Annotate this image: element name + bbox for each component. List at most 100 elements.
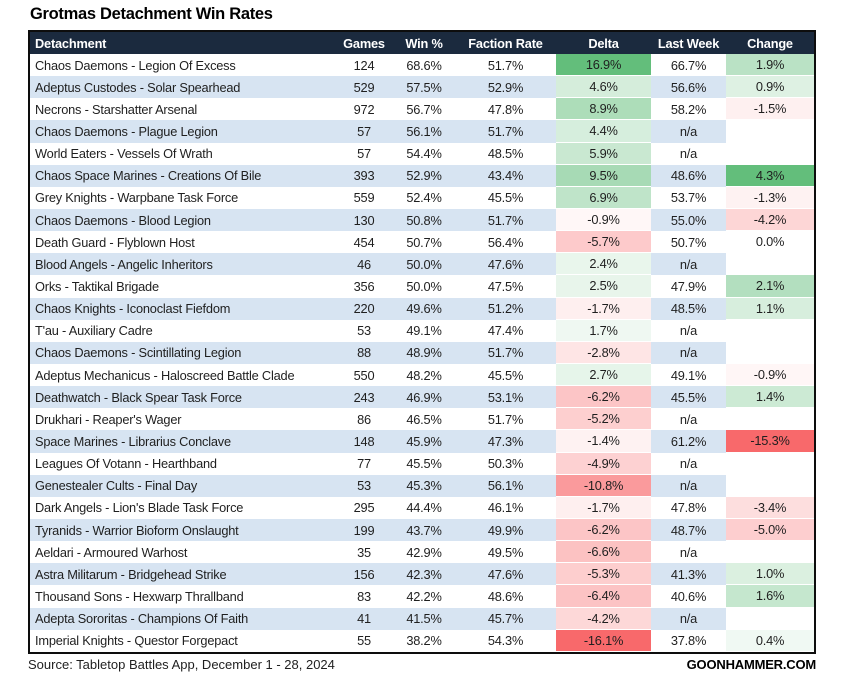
table-row: Chaos Daemons - Scintillating Legion 88 48… bbox=[30, 341, 814, 364]
faction-rate-cell: 49.9% bbox=[455, 518, 556, 542]
delta-cell: -6.6% bbox=[556, 541, 651, 564]
delta-cell: 9.5% bbox=[556, 164, 651, 187]
table-row: T'au - Auxiliary Cadre 53 49.1% 47.4% 1.7% n/… bbox=[30, 319, 814, 342]
faction-rate-cell: 47.3% bbox=[455, 430, 556, 453]
detachment-cell: T'au - Auxiliary Cadre bbox=[35, 323, 153, 339]
last-week-cell: 58.2% bbox=[670, 101, 707, 117]
change-cell: 0.0% bbox=[726, 231, 814, 254]
detachment-cell: Chaos Daemons - Legion Of Excess bbox=[35, 57, 236, 73]
win-pct-cell: 41.5% bbox=[393, 607, 455, 630]
games-cell: 130 bbox=[335, 208, 393, 232]
faction-rate-cell: 51.7% bbox=[487, 411, 524, 427]
change-cell: -15.3% bbox=[726, 430, 814, 453]
last-week-cell: n/a bbox=[651, 120, 726, 143]
games-cell: 243 bbox=[335, 386, 393, 409]
change-cell bbox=[726, 142, 814, 165]
delta-cell: -2.8% bbox=[556, 341, 651, 364]
change-cell bbox=[726, 341, 814, 364]
table-row: Aeldari - Armoured Warhost 35 42.9% 49.5% -6… bbox=[30, 541, 814, 564]
detachment-cell: World Eaters - Vessels Of Wrath bbox=[35, 146, 213, 162]
table-row: Space Marines - Librarius Conclave 148 45.… bbox=[30, 430, 814, 453]
last-week-cell: n/a bbox=[679, 456, 698, 472]
faction-rate-cell: 47.5% bbox=[487, 278, 524, 294]
change-cell: 0.4% bbox=[726, 629, 814, 652]
games-cell: 199 bbox=[335, 518, 393, 542]
win-pct-cell: 52.9% bbox=[393, 164, 455, 187]
last-week-cell: n/a bbox=[651, 607, 726, 630]
change-cell: 1.4% bbox=[726, 386, 814, 409]
delta-cell: -10.8% bbox=[556, 474, 651, 497]
last-week-cell: 66.7% bbox=[670, 57, 707, 73]
faction-rate-cell: 51.2% bbox=[455, 297, 556, 320]
table-row: Astra Militarum - Bridgehead Strike 156 42… bbox=[30, 563, 814, 586]
table-row: Adeptus Mechanicus - Haloscreed Battle C… bbox=[30, 363, 814, 387]
last-week-cell: n/a bbox=[679, 323, 698, 339]
last-week-cell: n/a bbox=[651, 341, 726, 364]
games-cell: 86 bbox=[357, 411, 371, 427]
games-cell: 356 bbox=[353, 278, 375, 294]
win-pct-cell: 48.9% bbox=[393, 341, 455, 364]
detachment-cell: Necrons - Starshatter Arsenal bbox=[35, 101, 198, 117]
faction-rate-cell: 51.7% bbox=[487, 57, 524, 73]
delta-cell: 16.9% bbox=[556, 54, 651, 77]
last-week-cell: n/a bbox=[651, 474, 726, 497]
table-row: Tyranids - Warrior Bioform Onslaught 199 4… bbox=[30, 518, 814, 542]
delta-cell: -16.1% bbox=[556, 629, 651, 652]
change-cell: 0.9% bbox=[726, 76, 814, 99]
delta-cell: -4.9% bbox=[556, 452, 651, 475]
games-cell: 35 bbox=[357, 544, 371, 560]
detachment-cell: Orks - Taktikal Brigade bbox=[35, 278, 159, 294]
detachment-cell: Astra Militarum - Bridgehead Strike bbox=[30, 563, 335, 586]
table-row: Adepta Sororitas - Champions Of Faith 41 4… bbox=[30, 607, 814, 630]
games-cell: 53 bbox=[357, 323, 371, 339]
last-week-cell: 61.2% bbox=[651, 430, 726, 453]
win-pct-cell: 50.8% bbox=[393, 208, 455, 232]
last-week-cell: 55.0% bbox=[651, 208, 726, 232]
faction-rate-cell: 46.1% bbox=[487, 500, 524, 516]
win-pct-cell: 56.1% bbox=[393, 120, 455, 143]
change-cell: 2.1% bbox=[726, 275, 814, 298]
col-header-delta: Delta bbox=[588, 35, 619, 51]
change-cell bbox=[726, 452, 814, 475]
change-cell bbox=[726, 541, 814, 564]
col-header-detachment: Detachment bbox=[35, 35, 107, 51]
change-cell: -5.0% bbox=[726, 518, 814, 542]
table-row: Chaos Knights - Iconoclast Fiefdom 220 49.… bbox=[30, 297, 814, 320]
detachment-cell: Drukhari - Reaper's Wager bbox=[35, 411, 182, 427]
faction-rate-cell: 47.6% bbox=[455, 563, 556, 586]
win-pct-cell: 42.2% bbox=[406, 588, 442, 604]
faction-rate-cell: 48.6% bbox=[487, 588, 524, 604]
delta-cell: 4.4% bbox=[556, 120, 651, 143]
last-week-cell: 47.9% bbox=[670, 278, 707, 294]
detachment-cell: Adepta Sororitas - Champions Of Faith bbox=[30, 607, 335, 630]
last-week-cell: 40.6% bbox=[670, 588, 707, 604]
win-pct-cell: 49.6% bbox=[393, 297, 455, 320]
faction-rate-cell: 54.3% bbox=[487, 633, 524, 649]
last-week-cell: 50.7% bbox=[670, 234, 707, 250]
detachment-cell: Chaos Knights - Iconoclast Fiefdom bbox=[30, 297, 335, 320]
change-cell bbox=[726, 319, 814, 342]
table-row: Necrons - Starshatter Arsenal 972 56.7% 47.… bbox=[30, 98, 814, 121]
site-name: GOONHAMMER.COM bbox=[686, 657, 817, 672]
last-week-cell: 53.7% bbox=[670, 190, 707, 206]
change-cell: 1.6% bbox=[726, 585, 814, 608]
detachment-cell: Space Marines - Librarius Conclave bbox=[30, 430, 335, 453]
faction-rate-cell: 47.4% bbox=[487, 323, 524, 339]
faction-rate-cell: 56.4% bbox=[487, 234, 524, 250]
delta-cell: -6.2% bbox=[556, 386, 651, 409]
source-note: Source: Tabletop Battles App, December 1… bbox=[28, 657, 335, 672]
faction-rate-cell: 51.7% bbox=[455, 341, 556, 364]
change-cell bbox=[726, 607, 814, 630]
games-cell: 393 bbox=[335, 164, 393, 187]
detachment-cell: Chaos Daemons - Plague Legion bbox=[30, 120, 335, 143]
delta-cell: 2.4% bbox=[556, 253, 651, 276]
win-pct-cell: 42.9% bbox=[406, 544, 442, 560]
games-cell: 220 bbox=[335, 297, 393, 320]
games-cell: 57 bbox=[335, 120, 393, 143]
detachment-cell: Tyranids - Warrior Bioform Onslaught bbox=[30, 518, 335, 542]
change-cell bbox=[726, 120, 814, 143]
last-week-cell: 48.5% bbox=[651, 297, 726, 320]
detachment-cell: Leagues Of Votann - Hearthband bbox=[35, 456, 217, 472]
games-cell: 41 bbox=[335, 607, 393, 630]
